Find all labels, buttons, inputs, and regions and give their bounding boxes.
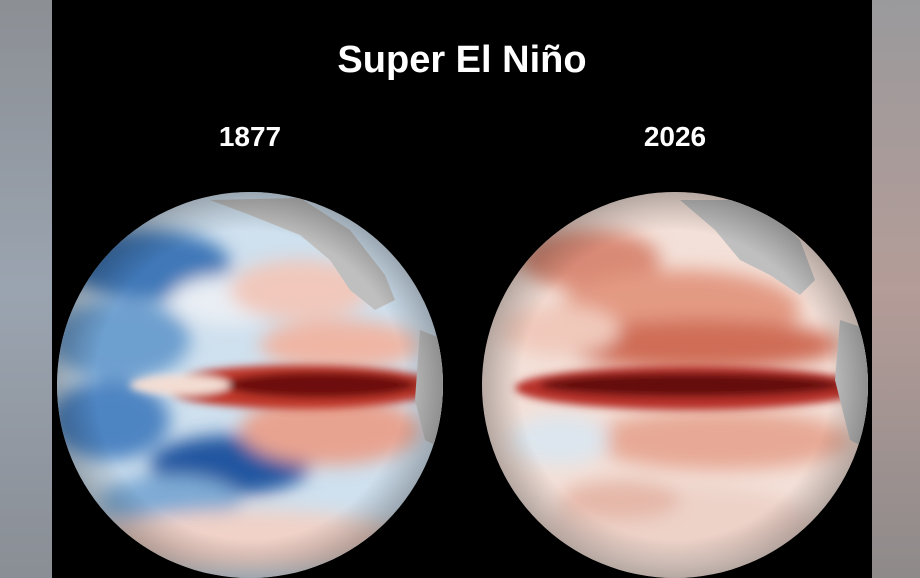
blurred-side (872, 0, 920, 578)
panel-label: 2026 (644, 121, 706, 152)
title: Super El Niño (337, 39, 586, 81)
globe-2026 (482, 192, 868, 578)
blurred-side (0, 0, 52, 578)
panel-label: 1877 (219, 121, 281, 152)
globe-1877 (57, 192, 443, 578)
